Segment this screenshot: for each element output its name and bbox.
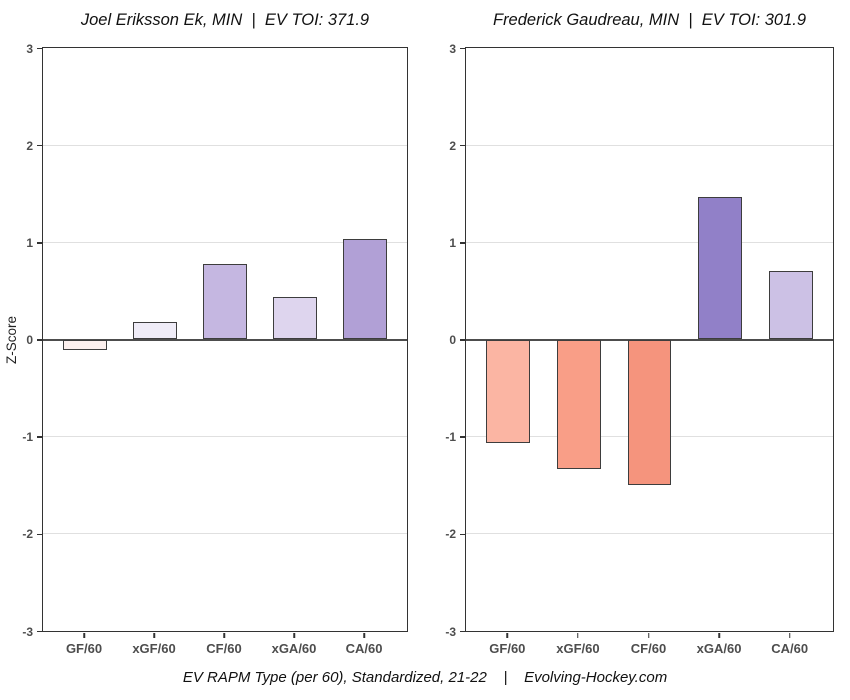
gridline — [466, 241, 833, 243]
y-tick-mark — [37, 436, 42, 438]
x-tick-label: CA/60 — [771, 641, 809, 656]
x-tick-mark — [83, 633, 85, 638]
x-tick-mark — [223, 633, 225, 638]
y-tick-label: -3 — [445, 624, 456, 639]
x-axis: GF/60 xGF/60 CF/60 xGA/60 CA/60 — [465, 632, 834, 664]
x-tick-label: CA/60 — [345, 641, 383, 656]
y-tick-label: 2 — [449, 138, 456, 153]
y-tick-mark — [37, 144, 42, 147]
gridline — [43, 144, 407, 146]
bar-xgf-60 — [133, 322, 177, 340]
y-tick-mark — [37, 630, 42, 633]
y-axis: 3 2 1 0 -1 -2 -3 — [0, 42, 42, 639]
gridline — [43, 436, 407, 438]
x-tick-mark — [577, 633, 579, 638]
x-tick-mark — [506, 633, 509, 638]
bar-ca-60 — [343, 239, 387, 340]
bar-xga-60 — [698, 196, 742, 340]
y-tick-label: -3 — [22, 624, 33, 639]
x-tick-label: xGF/60 — [556, 641, 600, 656]
y-tick-label: 2 — [26, 138, 33, 153]
y-axis: 3 2 1 0 -1 -2 -3 — [425, 42, 465, 639]
x-tick-label: xGA/60 — [696, 641, 742, 656]
x-tick-mark — [293, 633, 295, 638]
bar-ca-60 — [768, 271, 813, 340]
x-tick-mark — [153, 633, 155, 638]
y-tick-label: -1 — [445, 430, 456, 445]
y-tick-label: 0 — [26, 333, 33, 347]
x-tick-mark — [718, 633, 720, 638]
x-tick-mark — [363, 633, 365, 638]
x-tick-label: CF/60 — [630, 641, 667, 656]
x-tick-label: GF/60 — [489, 641, 526, 656]
x-tick-label: CF/60 — [206, 641, 242, 656]
y-tick-mark — [460, 47, 465, 50]
y-tick-label: 0 — [449, 333, 456, 347]
y-tick-mark — [460, 144, 465, 147]
y-tick-label: -2 — [22, 527, 33, 542]
y-tick-label: -1 — [22, 430, 33, 445]
y-tick-mark — [460, 630, 465, 633]
y-tick-mark — [37, 533, 42, 536]
gridline — [43, 241, 407, 243]
x-tick-label: xGA/60 — [271, 641, 317, 656]
zero-line — [43, 338, 407, 341]
chart-title: Joel Eriksson Ek, MIN | EV TOI: 371.9 — [80, 11, 370, 29]
bar-xga-60 — [273, 296, 317, 340]
gridline — [466, 144, 833, 146]
y-tick-mark — [37, 242, 42, 244]
y-tick-mark — [460, 436, 465, 438]
bar-xgf-60 — [557, 339, 601, 469]
plot-area — [465, 47, 834, 632]
y-tick-mark — [460, 533, 465, 536]
y-tick-label: 3 — [26, 41, 33, 56]
chart-panel-right: Frederick Gaudreau, MIN | EV TOI: 301.9 … — [425, 0, 850, 700]
y-tick-mark — [37, 339, 42, 341]
y-tick-label: 1 — [449, 235, 456, 250]
x-tick-mark — [647, 633, 650, 638]
bar-gf-60 — [486, 339, 531, 444]
figure-caption: EV RAPM Type (per 60), Standardized, 21-… — [182, 669, 668, 686]
y-tick-mark — [460, 339, 465, 341]
y-tick-label: 3 — [449, 41, 456, 56]
bar-cf-60 — [203, 263, 247, 340]
x-tick-label: xGF/60 — [132, 641, 176, 656]
y-tick-label: -2 — [445, 527, 456, 542]
bar-gf-60 — [63, 339, 107, 351]
bar-cf-60 — [627, 339, 672, 486]
y-tick-mark — [460, 242, 465, 244]
x-tick-mark — [788, 633, 791, 638]
gridline — [43, 533, 407, 535]
plot-area — [42, 47, 408, 632]
y-tick-label: 1 — [26, 235, 33, 250]
x-axis: GF/60 xGF/60 CF/60 xGA/60 CA/60 — [42, 632, 408, 664]
x-tick-label: GF/60 — [65, 641, 103, 656]
gridline — [466, 533, 833, 535]
chart-panel-left: Joel Eriksson Ek, MIN | EV TOI: 371.9 Z-… — [0, 11, 408, 664]
y-tick-mark — [37, 47, 42, 50]
chart-title: Frederick Gaudreau, MIN | EV TOI: 301.9 — [492, 11, 807, 29]
